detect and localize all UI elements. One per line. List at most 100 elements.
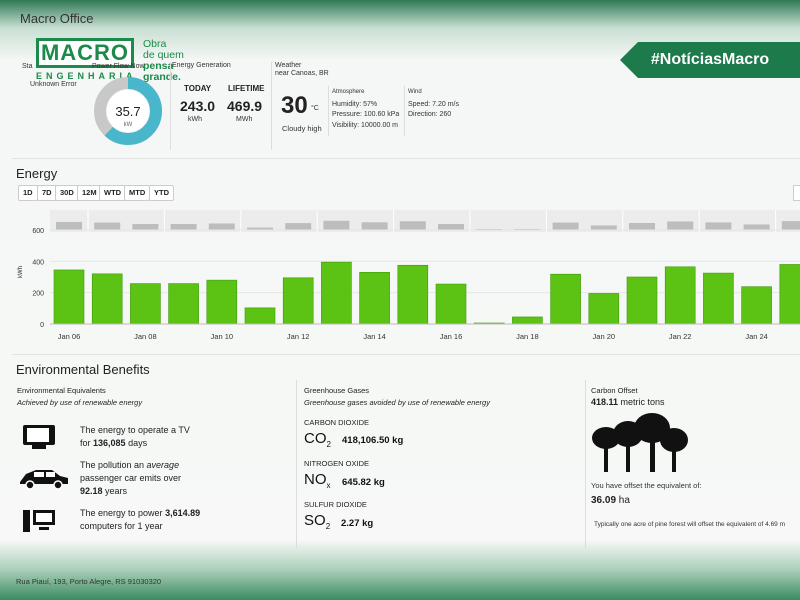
x-tick-label: Jan 06	[58, 332, 81, 341]
energy-bar[interactable]	[397, 264, 429, 325]
range-mtd-button[interactable]: MTD	[124, 185, 151, 201]
energy-title: Energy	[16, 166, 58, 181]
slogan-line-3: pensa	[143, 60, 174, 72]
car-line-3: 92.18 years	[80, 485, 181, 498]
navigator-bar	[94, 222, 121, 230]
energy-bar[interactable]	[550, 273, 581, 325]
energy-bar[interactable]	[703, 272, 734, 325]
navigator-bar	[399, 221, 426, 230]
range-7d-button[interactable]: 7D	[37, 185, 57, 201]
y-tick-label: 0	[40, 322, 44, 329]
energy-bar[interactable]	[359, 272, 390, 325]
range-wtd-button[interactable]: WTD	[99, 185, 127, 201]
so2-subscript: 2	[325, 522, 331, 531]
x-tick-label: Jan 18	[516, 332, 539, 341]
x-tick-label: Jan 22	[669, 332, 692, 341]
generation-title: Energy Generation	[172, 62, 231, 69]
equivalents-title: Environmental Equivalents	[17, 386, 106, 395]
lifetime-value: 469.9	[227, 98, 263, 114]
trees-icon	[592, 413, 688, 472]
energy-bar[interactable]	[206, 279, 238, 325]
energy-bar[interactable]	[130, 283, 161, 325]
car-prefix: The pollution an	[80, 460, 147, 470]
humidity: Humidity: 57%	[332, 101, 378, 108]
wind-direction: Direction: 260	[408, 111, 452, 118]
wind-speed: Speed: 7.20 m/s	[408, 101, 459, 108]
energy-bar[interactable]	[53, 269, 85, 325]
divider	[170, 62, 171, 150]
tv-icon	[23, 425, 55, 449]
energy-bar[interactable]	[779, 264, 800, 325]
status-error: Unknown Error	[30, 81, 77, 88]
y-tick-label: 400	[32, 259, 44, 266]
lifetime-label: LIFETIME	[228, 84, 265, 93]
nox-symbol: NO	[304, 471, 327, 488]
pc-line-1: The energy to power 3,614.89	[80, 507, 200, 520]
energy-bar[interactable]	[168, 283, 199, 325]
offset-hectares-unit: ha	[616, 495, 630, 506]
computer-icon	[23, 510, 55, 532]
car-suffix: years	[102, 486, 128, 496]
energy-bar[interactable]	[321, 261, 352, 325]
navigator-bar	[132, 223, 159, 230]
divider	[271, 62, 272, 150]
hashtag-banner[interactable]: #NotíciasMacro	[620, 42, 800, 78]
nox-name: NITROGEN OXIDE	[304, 459, 370, 468]
energy-bar[interactable]	[741, 286, 772, 325]
energy-bar[interactable]	[282, 277, 314, 325]
pressure: Pressure: 100.60 kPa	[332, 111, 400, 118]
car-years-value: 92.18	[80, 486, 103, 496]
benefits-title: Environmental Benefits	[16, 362, 150, 377]
range-30d-button[interactable]: 30D	[55, 185, 79, 201]
navigator-bar	[514, 228, 541, 230]
energy-chart: 0 200 400 600 Jan 06 Jan 08 Jan 10 Jan 12 Jan 1…	[18, 210, 800, 341]
chart-options-button[interactable]	[793, 185, 800, 201]
nox-subscript: x	[326, 481, 331, 490]
energy-bar[interactable]	[435, 283, 467, 325]
energy-bar[interactable]	[91, 273, 123, 325]
x-tick-label: Jan 20	[593, 332, 616, 341]
offset-note: Typically one acre of pine forest will o…	[594, 521, 786, 528]
navigator-bar	[438, 224, 464, 230]
energy-bar[interactable]	[664, 266, 696, 325]
co2-symbol: CO	[304, 430, 327, 447]
carbon-offset-title: Carbon Offset	[591, 386, 638, 395]
car-icon	[20, 470, 68, 490]
macro-logo: MACRO	[36, 38, 134, 68]
range-12m-button[interactable]: 12M	[77, 185, 102, 201]
y-tick-label: 200	[32, 291, 44, 298]
co2-formula: CO2	[304, 430, 331, 449]
energy-bar[interactable]	[244, 307, 276, 325]
tv-equivalent: The energy to operate a TV for 136,085 d…	[80, 424, 190, 450]
range-1d-button[interactable]: 1D	[18, 185, 38, 201]
gauge-value: 35.7	[115, 104, 140, 119]
navigator-bar	[552, 222, 579, 230]
tv-prefix: for	[80, 438, 94, 448]
nox-value: 645.82 kg	[342, 477, 385, 488]
energy-bar[interactable]	[512, 316, 543, 325]
navigator-bar	[323, 220, 350, 230]
energy-bar[interactable]	[588, 293, 620, 325]
offset-number: 418.11	[591, 397, 619, 407]
power-gauge: 35.7 kW	[94, 77, 162, 145]
app-title: Macro Office	[20, 11, 94, 26]
divider	[328, 86, 329, 136]
computer-equivalent: The energy to power 3,614.89 computers f…	[80, 507, 200, 533]
range-ytd-button[interactable]: YTD	[149, 185, 174, 201]
navigator-bar	[781, 221, 800, 230]
logo-subtitle: ENGENHARIA	[36, 71, 137, 81]
so2-formula: SO2	[304, 512, 330, 531]
energy-bar[interactable]	[626, 276, 658, 325]
weather-location: near Canoas, BR	[275, 70, 329, 77]
car-equivalent: The pollution an average passenger car e…	[80, 459, 181, 498]
today-label: TODAY	[184, 84, 212, 93]
x-tick-label: Jan 16	[440, 332, 463, 341]
offset-hectares: 36.09 ha	[591, 495, 630, 506]
nox-formula: NOx	[304, 471, 331, 490]
navigator-bar	[361, 222, 388, 230]
navigator-bar	[629, 223, 655, 230]
ghg-title: Greenhouse Gases	[304, 386, 370, 395]
x-tick-label: Jan 10	[211, 332, 234, 341]
divider	[404, 86, 405, 136]
car-line-2: passenger car emits over	[80, 473, 182, 483]
